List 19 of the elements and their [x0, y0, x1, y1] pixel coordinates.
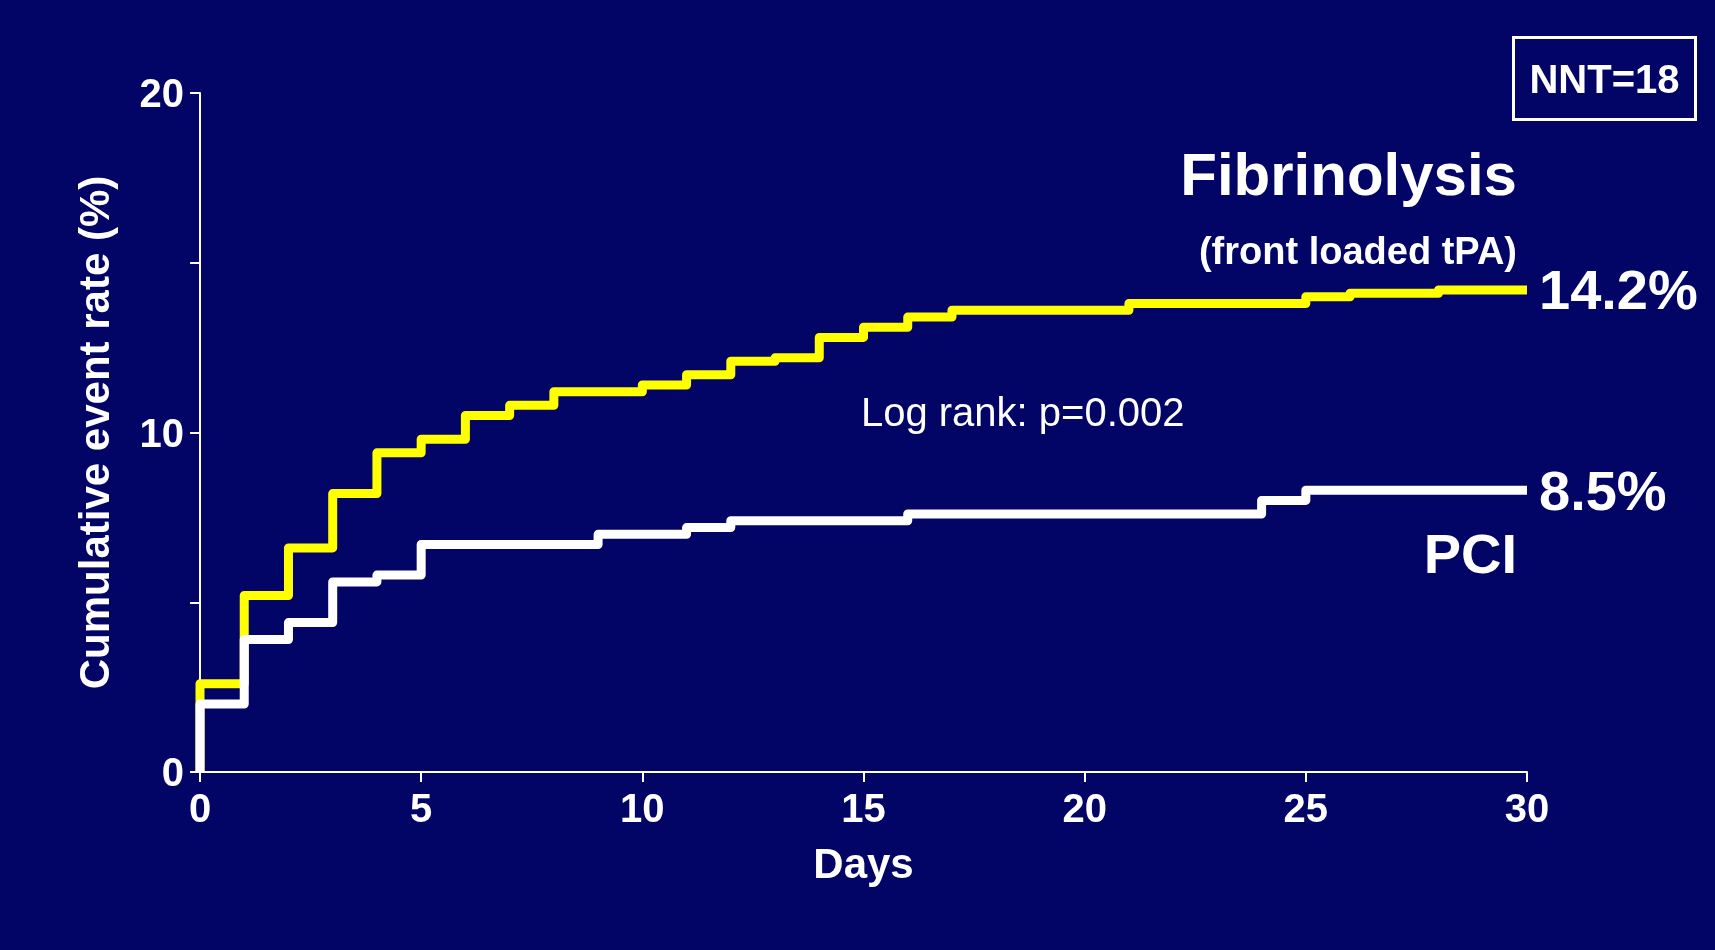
x-tick-label: 0	[188, 786, 212, 830]
text: NNT=18	[1529, 56, 1680, 101]
x-tick-label: 30	[1504, 786, 1550, 830]
y-axis-title: Cumulative event rate (%)	[70, 175, 118, 690]
annotation: (front loaded tPA)	[1198, 229, 1517, 272]
y-tick-label: 10	[139, 410, 184, 455]
y-tick-label: 20	[139, 71, 184, 115]
annotation: 14.2%	[1539, 258, 1698, 322]
x-tick-label: 5	[410, 786, 433, 830]
y-tick-label: 0	[161, 750, 184, 794]
series-label: Fibrinolysis	[1180, 141, 1517, 209]
x-tick-label: 15	[841, 786, 886, 830]
annotation: 8.5%	[1539, 458, 1667, 522]
annotation: Log rank: p=0.002	[860, 390, 1185, 435]
series-label: PCI	[1423, 521, 1517, 585]
x-axis-title: Days	[813, 839, 914, 887]
x-tick-label: 10	[620, 786, 665, 830]
x-tick-label: 20	[1062, 786, 1107, 830]
x-tick-label: 25	[1283, 786, 1329, 830]
